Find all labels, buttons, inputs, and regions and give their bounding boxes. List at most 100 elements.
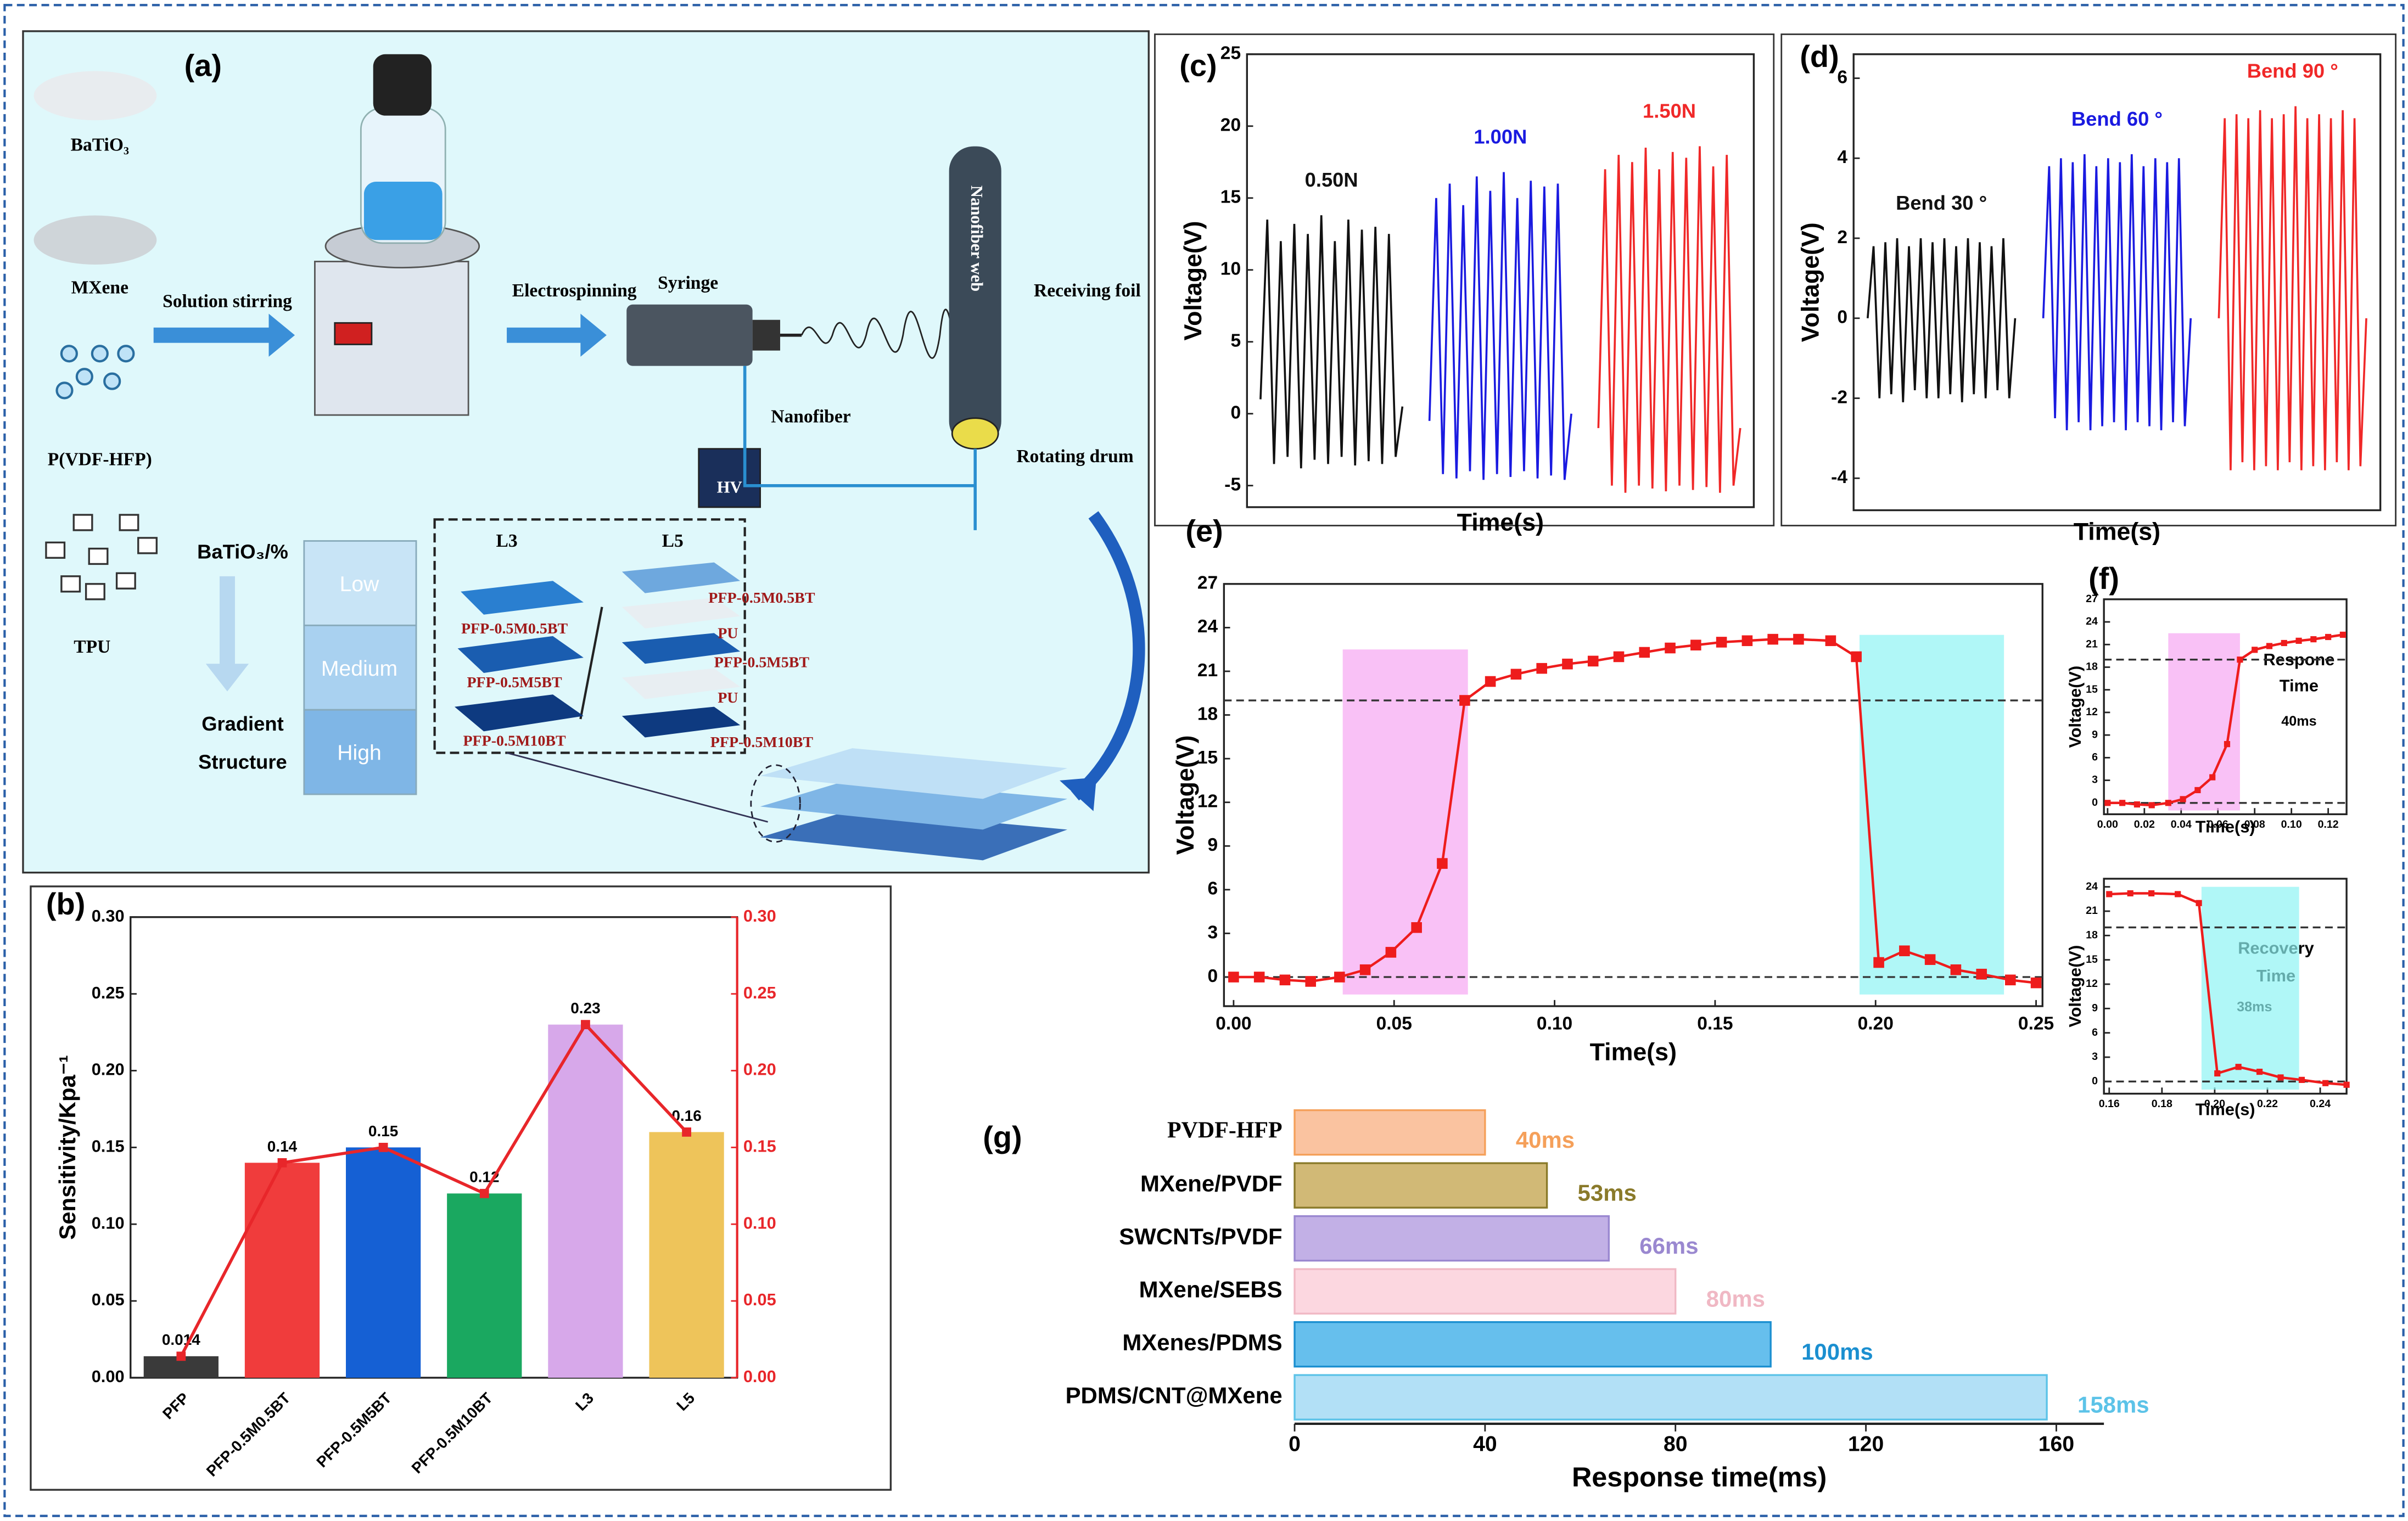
y-tick-label: 6 (2092, 751, 2098, 764)
marker (1741, 635, 1753, 647)
plot-frame (1852, 53, 2382, 512)
material-label: MXene (71, 277, 128, 298)
marker (682, 1127, 691, 1137)
marker (1899, 945, 1910, 957)
value-label: 53ms (1578, 1180, 1637, 1205)
line (1428, 172, 1572, 480)
band (2201, 886, 2299, 1090)
y-tick-label: 12 (2086, 978, 2098, 990)
level-box (303, 540, 417, 626)
x-tick-label: 0.20 (2204, 1098, 2225, 1110)
arrow (507, 313, 607, 357)
panel-b-frame (30, 885, 892, 1491)
x-tick-label: 0.04 (2171, 818, 2192, 830)
step-label: Solution stirring (163, 291, 292, 312)
series-label: 1.50N (1643, 100, 1696, 122)
y-tick-label: 10 (1220, 259, 1241, 279)
y-axis-label: Voltage(V) (1172, 735, 1199, 855)
x-tick-label: 120 (1848, 1432, 1884, 1456)
value-label: 80ms (1706, 1286, 1765, 1311)
y2-tick-label: 0.00 (743, 1367, 776, 1386)
marker (2209, 774, 2216, 781)
x-tick-label: 0.12 (2318, 818, 2339, 830)
series-label: Bend 90 ° (2247, 60, 2338, 82)
y-tick-label: 24 (2086, 880, 2098, 893)
marker (1851, 651, 1862, 663)
level-label: High (337, 742, 382, 765)
annotation: 40ms (2281, 714, 2316, 729)
x-axis-label: Time(s) (2196, 1099, 2255, 1119)
y-tick-label: 5 (1230, 331, 1241, 351)
marker (2266, 643, 2273, 649)
y-tick-label: 15 (2086, 953, 2098, 966)
panel-label: (g) (983, 1120, 1022, 1154)
marker (2252, 647, 2258, 653)
y-tick-label: 24 (2086, 615, 2098, 627)
marker (1411, 922, 1422, 933)
y-tick-label: 0.00 (92, 1367, 125, 1386)
bar (244, 1163, 320, 1378)
stack-label: L5 (662, 531, 684, 551)
stack-label: L3 (496, 531, 517, 551)
marker (2133, 801, 2141, 808)
marker (2119, 800, 2126, 806)
drum-end (951, 417, 999, 450)
x-tick-label: PFP-0.5M5BT (313, 1389, 394, 1471)
part-label: HV (717, 478, 742, 496)
line (2042, 154, 2192, 430)
marker (2127, 890, 2133, 897)
bar (345, 1147, 421, 1378)
series-label: Bend 60 ° (2071, 108, 2163, 130)
y2-tick-label: 0.15 (743, 1137, 776, 1156)
bar (1293, 1374, 2048, 1421)
layer-label: PU (718, 689, 738, 706)
marker (2322, 1080, 2329, 1086)
marker (2281, 639, 2287, 647)
y-tick-label: 15 (1220, 187, 1241, 207)
marker (1437, 858, 1448, 869)
panel-c-frame (1154, 33, 1775, 526)
marker (1385, 947, 1397, 958)
panel-label: (c) (1179, 48, 1217, 83)
x-tick-label: L3 (572, 1389, 597, 1414)
bar (1293, 1109, 1486, 1156)
y-tick-label: 12 (1197, 792, 1218, 812)
x-tick-label: 0.24 (2310, 1098, 2331, 1110)
y-tick-label: PDMS/CNT@MXene (1066, 1383, 1283, 1408)
part-label: Syringe (658, 273, 718, 293)
marker (2343, 1081, 2350, 1088)
y-tick-label: 18 (1197, 704, 1218, 724)
layer-label: PFP-0.5M10BT (710, 734, 814, 751)
layer-label: PFP-0.5M10BT (463, 732, 566, 749)
y2-tick-label: 0.25 (743, 983, 776, 1002)
y-tick-label: 3 (2092, 1051, 2098, 1063)
material-label: P(VDF-HFP) (48, 450, 152, 470)
level-box (303, 624, 417, 711)
part-label: Nanofiber (771, 406, 850, 426)
y-tick-label: 12 (2086, 706, 2098, 718)
marker (1253, 972, 1265, 983)
bar (1293, 1162, 1548, 1209)
level-box (303, 709, 417, 795)
y-axis-label: Voltage(V) (1797, 222, 1824, 342)
plot-frame (1246, 53, 1755, 508)
y-tick-label: 21 (1197, 660, 1218, 681)
curved-arrow (1071, 511, 1145, 801)
y-tick-label: 20 (1220, 115, 1241, 136)
y-tick-label: 0.10 (92, 1213, 125, 1232)
value-label: 0.014 (162, 1331, 200, 1348)
hv-box (698, 448, 761, 508)
marker (378, 1143, 388, 1152)
y-tick-label: 9 (1208, 835, 1218, 855)
marker (2295, 637, 2302, 644)
x-tick-label: 0.22 (2257, 1098, 2278, 1110)
marker (176, 1351, 186, 1361)
y-tick-label: 6 (1208, 879, 1218, 899)
x-tick-label: 0 (1289, 1432, 1301, 1456)
figure-border (3, 4, 2405, 1517)
y-tick-label: 25 (1220, 43, 1241, 64)
y-axis-label: Voltage(V) (1179, 221, 1207, 340)
y-tick-label: 15 (1197, 748, 1218, 768)
x-tick-label: 0.20 (1858, 1013, 1894, 1034)
part-label: Nanofiber web (967, 186, 986, 291)
